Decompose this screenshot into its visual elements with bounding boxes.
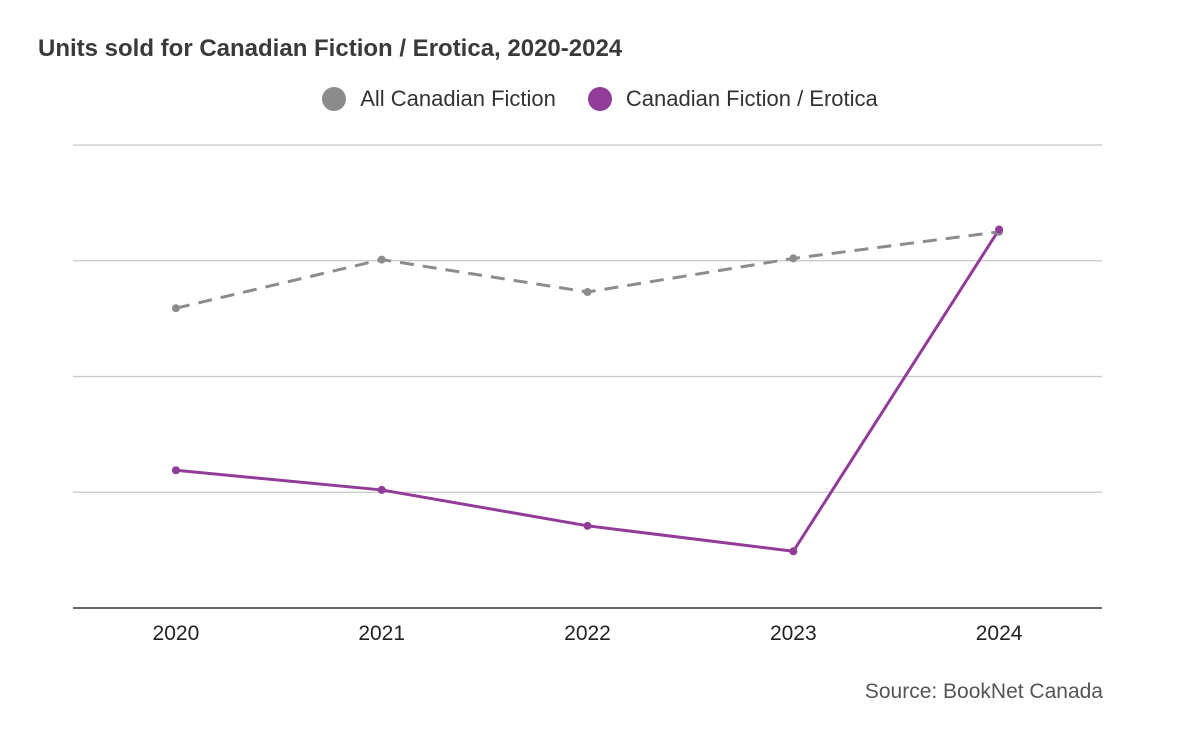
- data-point-series-1-2021[interactable]: [377, 485, 386, 494]
- series-points: [171, 225, 1004, 556]
- x-tick-label: 2023: [770, 622, 817, 645]
- gridlines: [73, 144, 1102, 493]
- legend-swatch-all-canadian-fiction: [322, 87, 347, 111]
- legend-label: All Canadian Fiction: [360, 86, 556, 111]
- x-axis: 2020 2021 2022 2023 2024: [73, 607, 1102, 645]
- data-point-series-1-2022[interactable]: [583, 521, 592, 530]
- series-lines: [175, 228, 1001, 553]
- x-tick-label: 2021: [358, 622, 405, 645]
- x-tick-label: 2022: [564, 622, 611, 645]
- legend-swatch-canadian-fiction-erotica: [587, 87, 612, 111]
- data-point-series-0-2021[interactable]: [377, 255, 386, 264]
- data-point-series-1-2023[interactable]: [789, 547, 798, 556]
- data-point-series-1-2020[interactable]: [171, 466, 180, 475]
- legend-item-canadian-fiction-erotica[interactable]: Canadian Fiction / Erotica: [587, 86, 878, 112]
- chart-title: Units sold for Canadian Fiction / Erotic…: [38, 35, 623, 62]
- legend-item-all-canadian-fiction[interactable]: All Canadian Fiction: [322, 86, 556, 112]
- data-point-series-0-2022[interactable]: [583, 288, 592, 297]
- legend-label: Canadian Fiction / Erotica: [625, 86, 878, 111]
- data-point-series-1-2024[interactable]: [995, 225, 1004, 234]
- chart-legend: All Canadian Fiction Canadian Fiction / …: [0, 86, 1200, 112]
- x-tick-label: 2024: [976, 622, 1023, 645]
- source-note: Source: BookNet Canada: [864, 680, 1103, 703]
- data-point-series-0-2020[interactable]: [171, 304, 180, 313]
- series-line-0: [175, 230, 1000, 310]
- x-tick-label: 2020: [153, 622, 200, 645]
- data-point-series-0-2023[interactable]: [789, 254, 798, 263]
